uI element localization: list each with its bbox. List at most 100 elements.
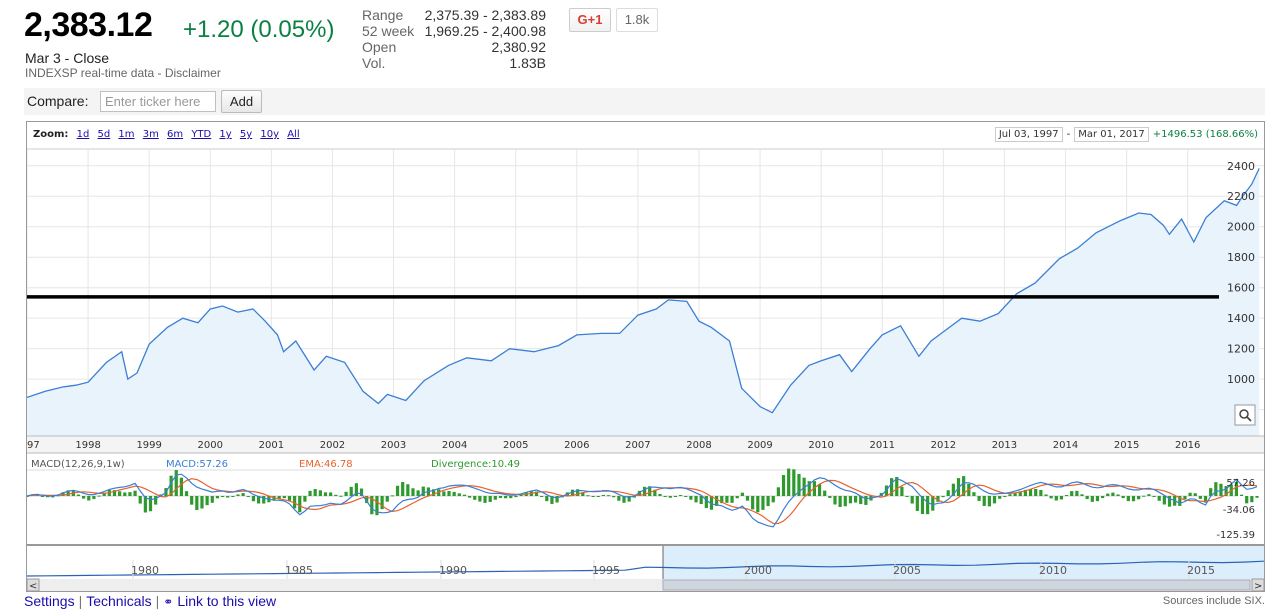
divergence-bar [1106, 493, 1110, 496]
divergence-bar [586, 495, 590, 497]
x-tick-label: 2012 [931, 440, 956, 451]
link-to-view[interactable]: Link to this view [177, 593, 277, 609]
footer-separator: | [155, 593, 160, 609]
magnifier-handle [1246, 416, 1252, 422]
divergence-bar [1147, 494, 1151, 496]
range-dash: - [1066, 129, 1071, 140]
divergence-bar [1250, 496, 1254, 503]
divergence-bar [246, 496, 250, 497]
divergence-bar [663, 496, 667, 497]
divergence-bar [900, 486, 904, 496]
navigator-svg[interactable]: 1980 1985 1990 1995 2000 2005 2010 2015 < > [26, 546, 1265, 592]
divergence-bar [1157, 496, 1161, 501]
divergence-bar [612, 496, 616, 498]
divergence-bar [138, 496, 142, 504]
divergence-bar [807, 481, 811, 496]
divergence-bar [220, 496, 225, 497]
divergence-bar [833, 496, 837, 505]
divergence-bar [282, 496, 286, 499]
divergence-bar [581, 492, 585, 496]
divergence-bar [1245, 496, 1249, 504]
compare-add-button[interactable]: Add [221, 90, 262, 113]
divergence-bar [395, 485, 400, 496]
google-plus-button[interactable]: G+1 [569, 8, 611, 32]
divergence-bar [504, 496, 508, 499]
divergence-bar [51, 496, 55, 498]
y-tick-label: 2400 [1227, 160, 1255, 173]
stat-value: 2,380.92 [491, 39, 547, 55]
divergence-bar [1239, 494, 1244, 496]
plus-count-badge: 1.8k [616, 8, 658, 32]
divergence-bar [61, 492, 65, 496]
timeline-navigator[interactable]: 1980 1985 1990 1995 2000 2005 2010 2015 < > [26, 545, 1265, 592]
compare-bar: Compare: Add [24, 88, 1265, 115]
divergence-bar [931, 496, 935, 511]
disclaimer-link[interactable]: Disclaimer [164, 66, 221, 80]
divergence-bar [987, 496, 991, 507]
divergence-bar [1131, 496, 1136, 502]
divergence-bar [1137, 496, 1141, 500]
price-area [27, 168, 1260, 436]
divergence-bar [895, 476, 899, 496]
chart-panel: 8001000120014001600180020002200240097199… [26, 121, 1265, 545]
zoom-option[interactable]: 1d [76, 129, 90, 140]
x-axis-band [27, 436, 1264, 453]
divergence-bar [1167, 496, 1172, 507]
footer-links: Settings | Technicals | ⚭ Link to this view [24, 593, 276, 609]
divergence-bar [421, 486, 425, 496]
divergence-bar [817, 484, 822, 496]
range-start-date[interactable]: Jul 03, 1997 [994, 127, 1063, 142]
range-end-date[interactable]: Mar 01, 2017 [1074, 127, 1149, 142]
price-chart-svg[interactable]: 8001000120014001600180020002200240097199… [27, 122, 1264, 544]
settings-link[interactable]: Settings [24, 593, 75, 609]
divergence-bar [251, 496, 256, 502]
divergence-bar [97, 495, 101, 497]
divergence-bar [725, 496, 729, 503]
zoom-option[interactable]: 6m [167, 129, 184, 140]
divergence-bar [879, 492, 883, 496]
divergence-bar [668, 496, 672, 498]
divergence-bar [606, 495, 611, 497]
divergence-bar [1039, 489, 1043, 496]
stat-row: 52 week 1,969.25 - 2,400.98 [362, 23, 546, 39]
x-tick-label: 2001 [259, 440, 284, 451]
zoom-option[interactable]: 3m [142, 129, 159, 140]
x-tick-label: 2010 [808, 440, 833, 451]
divergence-bar [761, 496, 765, 510]
divergence-bar [890, 478, 894, 496]
data-source-text: INDEXSP real-time data - [25, 66, 165, 80]
divergence-bar [720, 496, 724, 504]
zoom-option[interactable]: 5y [239, 129, 253, 140]
divergence-bar [1013, 492, 1017, 496]
divergence-bar [179, 477, 183, 496]
y-tick-label: 1200 [1227, 343, 1255, 356]
divergence-bar [1214, 482, 1218, 496]
divergence-bar [359, 488, 364, 496]
divergence-bar [215, 496, 220, 499]
divergence-bar [452, 491, 456, 496]
zoom-option[interactable]: YTD [191, 129, 212, 140]
divergence-bar [550, 496, 554, 504]
zoom-option[interactable]: 5d [97, 129, 111, 140]
divergence-bar [123, 492, 127, 496]
divergence-bar [977, 496, 981, 501]
divergence-bar [1121, 496, 1125, 499]
x-tick-label: 2014 [1053, 440, 1078, 451]
chevron-left-icon: < [29, 581, 37, 591]
macd-line [27, 473, 1258, 528]
divergence-bar [673, 495, 678, 497]
divergence-bar [190, 496, 194, 505]
divergence-bar [148, 496, 153, 512]
zoom-option[interactable]: 1m [118, 129, 135, 140]
divergence-bar [1028, 489, 1033, 496]
divergence-bar [102, 492, 106, 496]
compare-ticker-input[interactable] [100, 91, 216, 112]
divergence-bar [509, 496, 513, 499]
divergence-bar [745, 496, 750, 501]
divergence-bar [540, 496, 544, 497]
zoom-option[interactable]: 1y [219, 129, 232, 140]
technicals-link[interactable]: Technicals [86, 593, 152, 609]
sources-note: Sources include SIX. [1162, 595, 1265, 607]
zoom-option[interactable]: 10y [260, 129, 280, 140]
zoom-option[interactable]: All [287, 129, 300, 140]
